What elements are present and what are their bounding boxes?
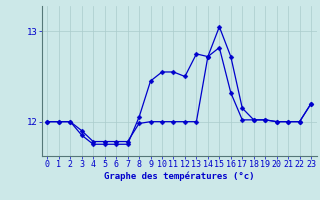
X-axis label: Graphe des températures (°c): Graphe des températures (°c): [104, 172, 254, 181]
